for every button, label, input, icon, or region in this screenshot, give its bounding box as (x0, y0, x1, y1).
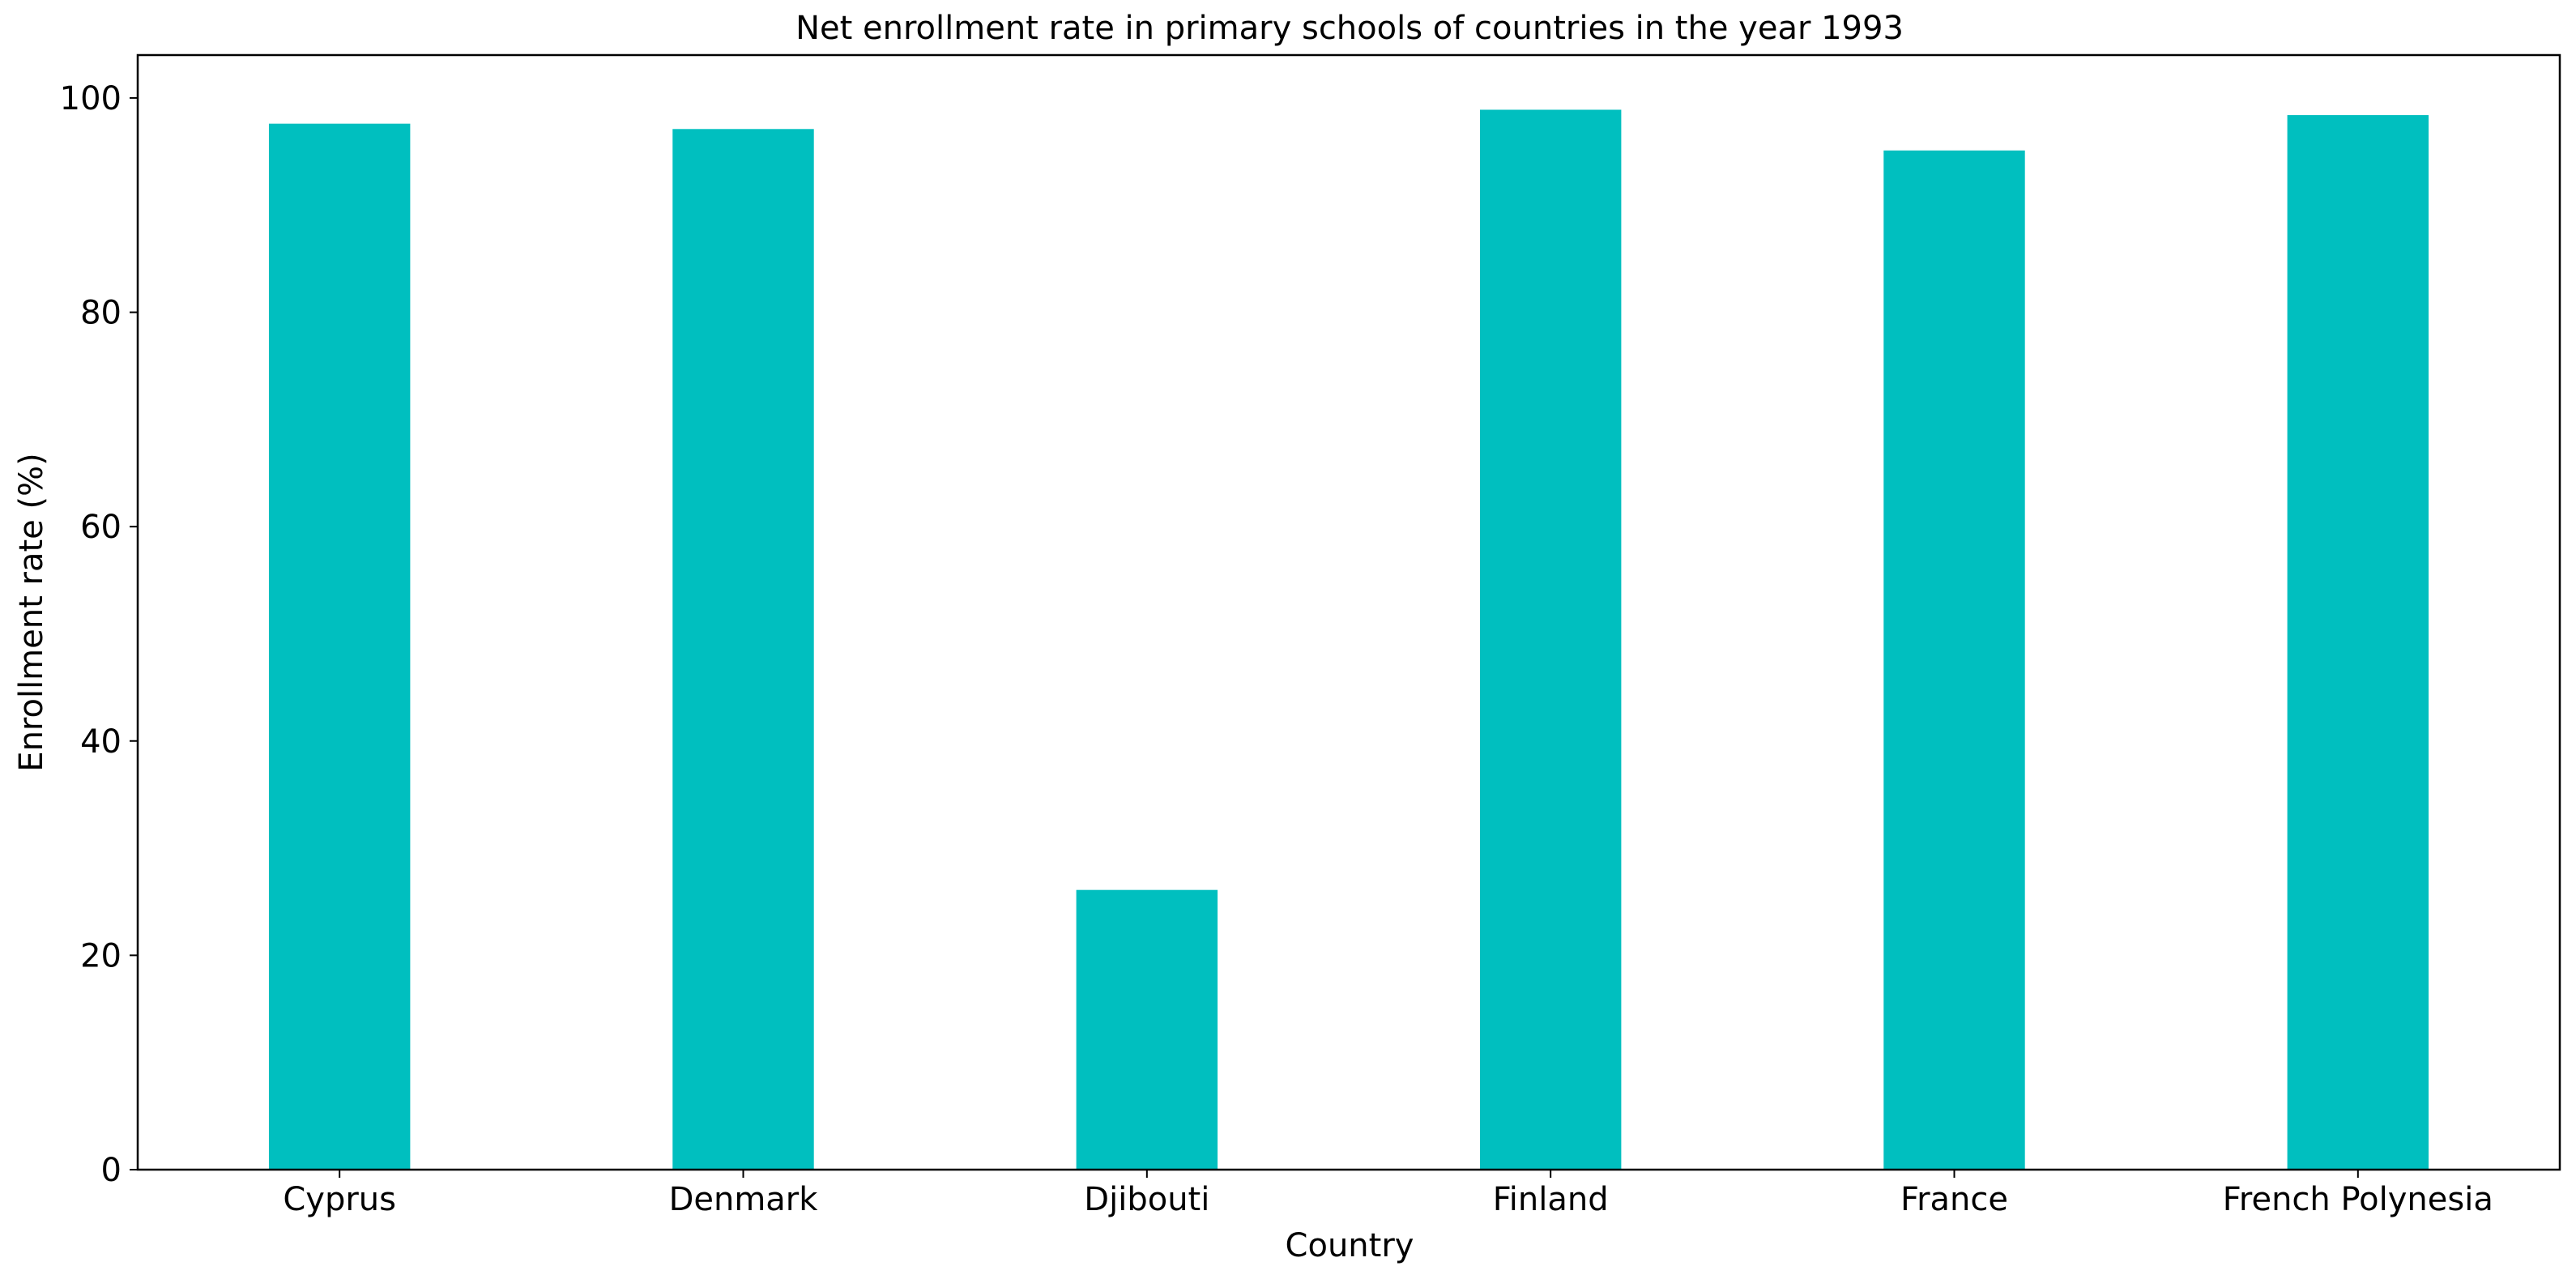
bar-france (1883, 150, 2025, 1170)
y-tick-label: 100 (60, 80, 122, 117)
x-axis-ticks: Cyprus Denmark Djibouti Finland France French… (283, 1170, 2493, 1218)
chart-title: Net enrollment rate in primary schools o… (795, 10, 1904, 47)
y-tick-label: 80 (80, 295, 122, 332)
y-tick-label: 40 (80, 723, 122, 761)
x-tick-label: France (1900, 1181, 2008, 1218)
bar-french-polynesia (2287, 115, 2429, 1170)
x-tick-label: French Polynesia (2223, 1181, 2493, 1218)
y-tick-label: 60 (80, 509, 122, 546)
x-tick-label: Djibouti (1084, 1181, 1209, 1218)
y-axis-label: Enrollment rate (%) (13, 453, 50, 771)
x-tick-label: Cyprus (283, 1181, 396, 1218)
plot-frame (136, 53, 2561, 1171)
y-tick-label: 20 (80, 937, 122, 974)
x-tick-label: Finland (1493, 1181, 1609, 1218)
bar-finland (1479, 109, 1622, 1170)
bars-group (268, 109, 2429, 1170)
bar-denmark (672, 129, 814, 1170)
x-axis-label: Country (1286, 1227, 1414, 1264)
y-tick-label: 0 (101, 1152, 122, 1189)
y-axis-ticks: 0 20 40 60 80 100 (60, 80, 138, 1189)
bar-djibouti (1076, 889, 1218, 1170)
plot-area: Cyprus Denmark Djibouti Finland France French… (60, 53, 2561, 1218)
bar-cyprus (268, 123, 411, 1170)
x-tick-label: Denmark (669, 1181, 819, 1218)
